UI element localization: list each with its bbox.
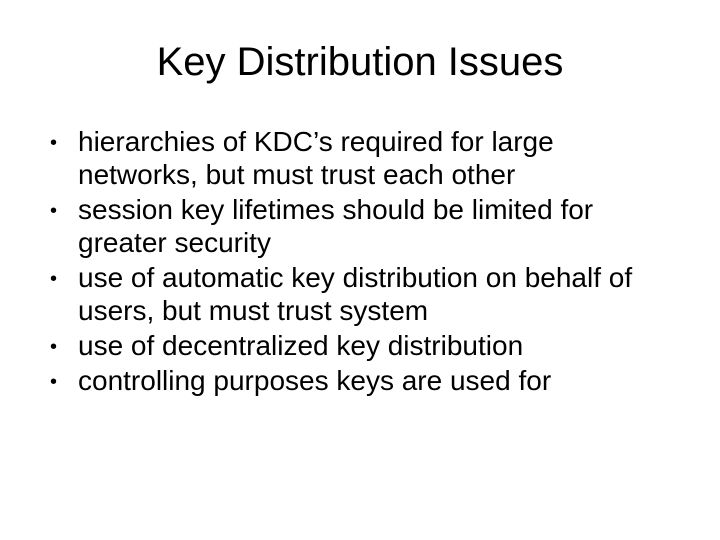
- bullet-list: hierarchies of KDC’s required for large …: [50, 125, 680, 397]
- slide: Key Distribution Issues hierarchies of K…: [0, 0, 720, 540]
- list-item: controlling purposes keys are used for: [50, 364, 680, 397]
- list-item: session key lifetimes should be limited …: [50, 193, 680, 259]
- list-item: use of automatic key distribution on beh…: [50, 261, 680, 327]
- slide-title: Key Distribution Issues: [40, 40, 680, 85]
- list-item: use of decentralized key distribution: [50, 329, 680, 362]
- list-item: hierarchies of KDC’s required for large …: [50, 125, 680, 191]
